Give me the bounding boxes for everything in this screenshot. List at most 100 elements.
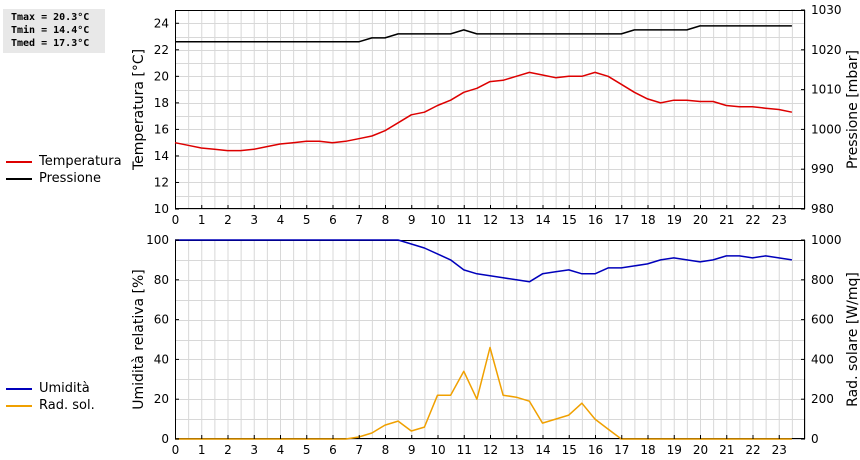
y-axis-title: Temperatura [°C]	[131, 49, 147, 171]
legend-label-temperatura: Temperatura	[39, 154, 122, 169]
legend-label-pressione: Pressione	[39, 171, 102, 186]
x-tick-label: 15	[562, 443, 577, 457]
y2-tick-label: 1030	[811, 3, 842, 17]
x-tick-label: 10	[430, 443, 445, 457]
legend-swatch-temperatura	[6, 160, 32, 163]
x-tick-label: 7	[355, 443, 363, 457]
x-tick-label: 13	[509, 443, 524, 457]
x-tick-label: 9	[408, 213, 416, 227]
y-tick-label: 24	[154, 16, 169, 30]
y-axis-title: Umidità relativa [%]	[131, 269, 147, 410]
x-tick-label: 1	[198, 443, 206, 457]
x-tick-label: 14	[535, 443, 550, 457]
x-tick-label: 16	[588, 213, 603, 227]
legend-bottom: Umidità Rad. sol.	[6, 380, 95, 414]
x-tick-label: 4	[277, 443, 285, 457]
x-tick-label: 8	[382, 443, 390, 457]
series-line-rad-sol-	[175, 346, 792, 440]
x-tick-label: 6	[329, 443, 337, 457]
x-tick-label: 22	[745, 213, 760, 227]
legend-item-umidita: Umidità	[6, 380, 95, 397]
legend-item-radsol: Rad. sol.	[6, 397, 95, 414]
x-tick-label: 23	[772, 443, 787, 457]
y-tick-label: 22	[154, 43, 169, 57]
series-line-pressione	[175, 25, 792, 43]
y2-tick-label: 1010	[811, 83, 842, 97]
x-tick-label: 15	[562, 213, 577, 227]
x-tick-label: 21	[719, 213, 734, 227]
x-tick-label: 17	[614, 443, 629, 457]
stat-tmin: Tmin = 14.4°C	[11, 25, 90, 36]
y2-tick-label: 400	[811, 352, 834, 366]
x-tick-label: 20	[693, 213, 708, 227]
x-tick-label: 20	[693, 443, 708, 457]
x-tick-label: 3	[250, 443, 258, 457]
y2-tick-label: 990	[811, 162, 834, 176]
series-line-temperatura	[174, 71, 793, 152]
stat-tmax: Tmax = 20.3°C	[11, 12, 90, 23]
x-tick-label: 4	[277, 213, 285, 227]
x-tick-label: 10	[430, 213, 445, 227]
legend-item-temperatura: Temperatura	[6, 153, 122, 170]
legend-swatch-umidita	[6, 387, 32, 390]
y2-axis-title: Pressione [mbar]	[845, 50, 860, 169]
x-tick-label: 9	[408, 443, 416, 457]
stat-tmed: Tmed = 17.3°C	[11, 38, 90, 49]
legend-label-umidita: Umidità	[39, 381, 90, 396]
y2-tick-label: 1000	[811, 122, 842, 136]
x-tick-label: 11	[457, 213, 472, 227]
y-tick-label: 100	[146, 233, 169, 247]
x-tick-label: 18	[640, 213, 655, 227]
y-tick-label: 10	[154, 202, 169, 216]
series-line-umidit-	[175, 239, 793, 283]
x-tick-label: 6	[329, 213, 337, 227]
y2-tick-label: 980	[811, 202, 834, 216]
x-tick-label: 12	[483, 443, 498, 457]
y2-tick-label: 200	[811, 392, 834, 406]
legend-swatch-pressione	[6, 177, 32, 180]
x-tick-label: 5	[303, 213, 311, 227]
x-tick-label: 16	[588, 443, 603, 457]
x-tick-label: 3	[250, 213, 258, 227]
x-tick-label: 8	[382, 213, 390, 227]
y2-axis-title: Rad. solare [W/mq]	[845, 272, 860, 407]
y-tick-label: 14	[154, 149, 169, 163]
y2-tick-label: 1020	[811, 43, 842, 57]
y-tick-label: 20	[154, 392, 169, 406]
y-tick-label: 16	[154, 122, 169, 136]
legend-label-radsol: Rad. sol.	[39, 398, 95, 413]
x-tick-label: 14	[535, 213, 550, 227]
y-tick-label: 20	[154, 69, 169, 83]
y-tick-label: 0	[161, 432, 169, 446]
x-tick-label: 22	[745, 443, 760, 457]
x-tick-label: 23	[772, 213, 787, 227]
legend-top: Temperatura Pressione	[6, 153, 122, 187]
x-tick-label: 21	[719, 443, 734, 457]
y2-tick-label: 600	[811, 313, 834, 327]
y2-tick-label: 800	[811, 273, 834, 287]
y2-tick-label: 1000	[811, 233, 842, 247]
y-tick-label: 40	[154, 352, 169, 366]
x-tick-label: 17	[614, 213, 629, 227]
chart-panel-bottom: 0 1 2 3 4 5 6 7 8 9 10 11 12 13 14 15 16 17 18 19 20 21 22 2302…	[131, 233, 860, 457]
chart-panel-top: 0 1 2 3 4 5 6 7 8 9 10 11 12 13 14 15 16 17 18 19 20 21 22 2310…	[131, 3, 860, 227]
x-tick-label: 19	[667, 443, 682, 457]
y-tick-label: 60	[154, 313, 169, 327]
legend-item-pressione: Pressione	[6, 170, 122, 187]
y-tick-label: 80	[154, 273, 169, 287]
stats-box: Tmax = 20.3°C Tmin = 14.4°C Tmed = 17.3°…	[3, 9, 105, 53]
x-tick-label: 13	[509, 213, 524, 227]
x-tick-label: 0	[172, 443, 180, 457]
x-tick-label: 7	[355, 213, 363, 227]
x-tick-label: 11	[457, 443, 472, 457]
x-tick-label: 2	[224, 213, 232, 227]
x-tick-label: 19	[667, 213, 682, 227]
x-tick-label: 1	[198, 213, 206, 227]
y-tick-label: 12	[154, 175, 169, 189]
x-tick-label: 5	[303, 443, 311, 457]
x-tick-label: 0	[172, 213, 180, 227]
x-tick-label: 12	[483, 213, 498, 227]
legend-swatch-radsol	[6, 404, 32, 407]
x-tick-label: 2	[224, 443, 232, 457]
